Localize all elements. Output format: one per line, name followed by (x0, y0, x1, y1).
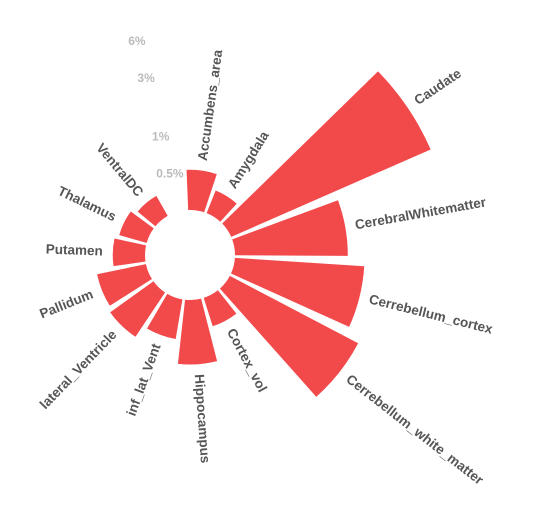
bar (177, 298, 218, 365)
category-label: Amygdala (225, 128, 272, 191)
bar (219, 275, 359, 397)
bar (222, 71, 431, 237)
y-tick-label: 6% (128, 34, 146, 48)
y-tick-label: 1% (152, 130, 170, 144)
bar (146, 293, 183, 339)
bar (232, 200, 348, 256)
bar (137, 195, 168, 227)
category-label: Accumbens_area (195, 48, 225, 161)
bar (231, 257, 365, 327)
category-label: inf_lat_Vent (124, 341, 164, 418)
y-tick-label: 3% (137, 71, 155, 85)
category-label: Pallidum (37, 286, 95, 321)
category-label: VentralDC (93, 140, 146, 199)
category-label: CerebralWhitematter (354, 194, 488, 232)
category-label: lateral_Ventricle (37, 327, 120, 412)
y-tick-label: 0.5% (156, 167, 184, 181)
category-label: Cerrebellum_white_matter (343, 371, 486, 488)
category-label: Thalamus (55, 183, 118, 224)
bar (112, 238, 147, 267)
bar (119, 211, 154, 243)
category-label: Caudate (411, 65, 464, 107)
category-label: Putamen (46, 242, 104, 259)
bar (186, 169, 217, 213)
bar (97, 264, 152, 306)
bar (110, 281, 166, 337)
bar (206, 190, 237, 222)
category-label: Hippocampus (192, 374, 213, 464)
bar (203, 290, 237, 327)
category-label: Cerrebellum_cortex (368, 291, 495, 336)
